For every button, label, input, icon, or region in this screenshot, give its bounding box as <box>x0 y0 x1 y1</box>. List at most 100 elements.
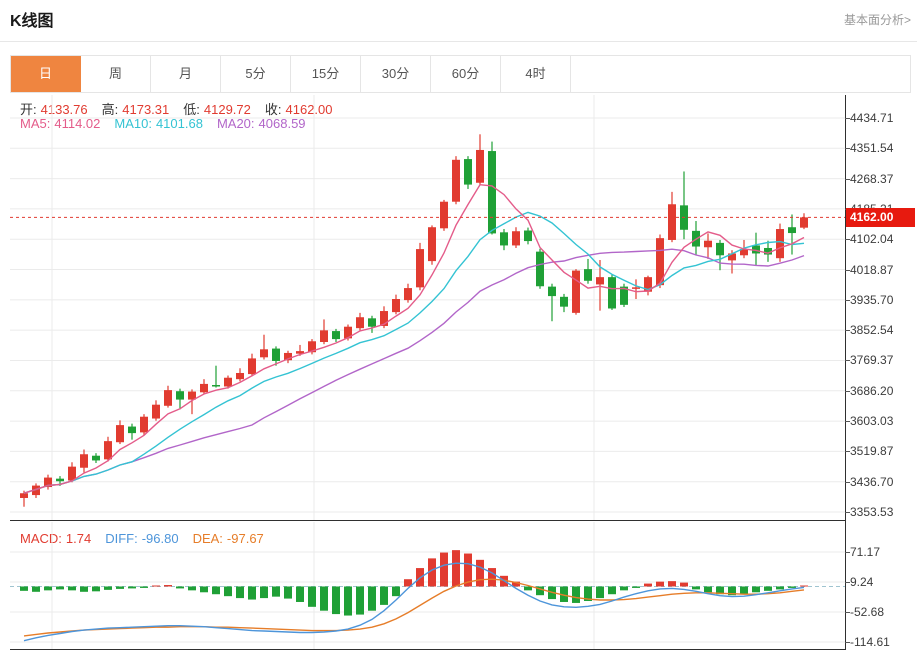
candlestick-series <box>20 134 808 507</box>
legend-value: 4114.02 <box>54 116 101 131</box>
y-axis-label: 4102.04 <box>850 232 894 246</box>
tab-day[interactable]: 日 <box>11 56 81 92</box>
candle-body <box>116 425 124 443</box>
candle-body <box>284 352 292 361</box>
axis-tick-mark <box>845 330 850 331</box>
candle-body <box>440 201 448 229</box>
candle-body <box>200 383 208 393</box>
macd-bar <box>140 586 148 588</box>
candle-body <box>452 159 460 202</box>
macd-bar <box>572 586 580 603</box>
macd-bar <box>668 581 676 587</box>
macd-bar <box>392 586 400 597</box>
macd-bar <box>440 552 448 587</box>
axis-tick-mark <box>845 642 850 643</box>
y-axis-label: 3852.54 <box>850 323 894 337</box>
candle-body <box>656 238 664 286</box>
legend-value: 4173.31 <box>122 102 170 117</box>
tab-month[interactable]: 月 <box>151 56 221 92</box>
candle-body <box>392 299 400 313</box>
y-axis-label: 3769.37 <box>850 353 894 367</box>
axis-tick-mark <box>845 451 850 452</box>
candle-body <box>740 249 748 256</box>
candle-body <box>212 385 220 387</box>
pane-separator <box>10 520 846 521</box>
last-price-tag: 4162.00 <box>846 208 915 227</box>
macd-bar <box>644 583 652 587</box>
macd-bar <box>80 586 88 592</box>
candle-body <box>104 441 112 460</box>
candle-body <box>224 377 232 387</box>
macd-bar <box>776 586 784 590</box>
candle-body <box>608 277 616 309</box>
candle-body <box>428 227 436 262</box>
candle-body <box>128 426 136 434</box>
candle-body <box>164 390 172 406</box>
macd-bar <box>20 586 28 591</box>
macd-bar <box>296 586 304 602</box>
candle-body <box>332 331 340 340</box>
candle-body <box>560 296 568 307</box>
legend-label: DIFF: <box>105 531 138 546</box>
candle-body <box>356 317 364 329</box>
macd-bar <box>488 568 496 587</box>
candle-body <box>404 288 412 301</box>
y-axis-label: 9.24 <box>850 575 874 589</box>
macd-bar <box>452 550 460 587</box>
candle-body <box>176 391 184 400</box>
candle-body <box>620 286 628 305</box>
macd-bar <box>188 586 196 591</box>
macd-bar <box>476 559 484 587</box>
macd-histogram <box>20 550 808 616</box>
candle-body <box>248 358 256 375</box>
macd-bar <box>716 586 724 595</box>
ma-legend: MA5: 4114.02 MA10: 4101.68 MA20: 4068.59 <box>20 116 320 131</box>
legend-label: MACD: <box>20 531 62 546</box>
candle-body <box>44 477 52 488</box>
candlestick-chart[interactable] <box>10 95 845 520</box>
y-axis-label: 3436.70 <box>850 475 894 489</box>
candle-body <box>464 159 472 185</box>
diff-line <box>23 562 805 642</box>
candle-body <box>668 204 676 240</box>
candle-body <box>272 348 280 361</box>
candle-body <box>512 231 520 246</box>
macd-bar <box>116 586 124 589</box>
tab-5min[interactable]: 5分 <box>221 56 291 92</box>
candle-body <box>500 232 508 246</box>
axis-tick-mark <box>845 360 850 361</box>
tab-30min[interactable]: 30分 <box>361 56 431 92</box>
macd-bar <box>464 553 472 587</box>
macd-bar <box>272 586 280 597</box>
candle-body <box>644 277 652 292</box>
candle-body <box>140 416 148 433</box>
candle-body <box>380 311 388 326</box>
macd-bar <box>152 585 160 587</box>
tab-4hour[interactable]: 4时 <box>501 56 571 92</box>
legend-label: MA5: <box>20 116 51 131</box>
y-axis-label: 4268.37 <box>850 172 894 186</box>
fundamental-analysis-link[interactable]: 基本面分析> <box>843 13 911 27</box>
chart-bottom-border <box>10 649 846 650</box>
macd-bar <box>344 586 352 616</box>
macd-bar <box>128 586 136 589</box>
tab-week[interactable]: 周 <box>81 56 151 92</box>
timeframe-tab-bar: 日周月 5分 15分 30分 60分 4时 <box>10 55 911 93</box>
axis-tick-mark <box>845 148 850 149</box>
y-axis-label: -114.61 <box>850 635 890 649</box>
axis-tick-mark <box>845 552 850 553</box>
macd-bar <box>56 586 64 590</box>
axis-tick-mark <box>845 270 850 271</box>
page-title: K线图 <box>10 13 54 30</box>
macd-bar <box>596 586 604 599</box>
macd-chart[interactable] <box>10 522 845 649</box>
candle-body <box>416 249 424 288</box>
macd-bar <box>536 586 544 596</box>
y-axis-label: 3519.87 <box>850 444 894 458</box>
candle-body <box>716 242 724 256</box>
legend-label: 低: <box>183 102 200 117</box>
macd-bar <box>428 558 436 587</box>
candle-body <box>728 253 736 261</box>
tab-60min[interactable]: 60分 <box>431 56 501 92</box>
tab-15min[interactable]: 15分 <box>291 56 361 92</box>
